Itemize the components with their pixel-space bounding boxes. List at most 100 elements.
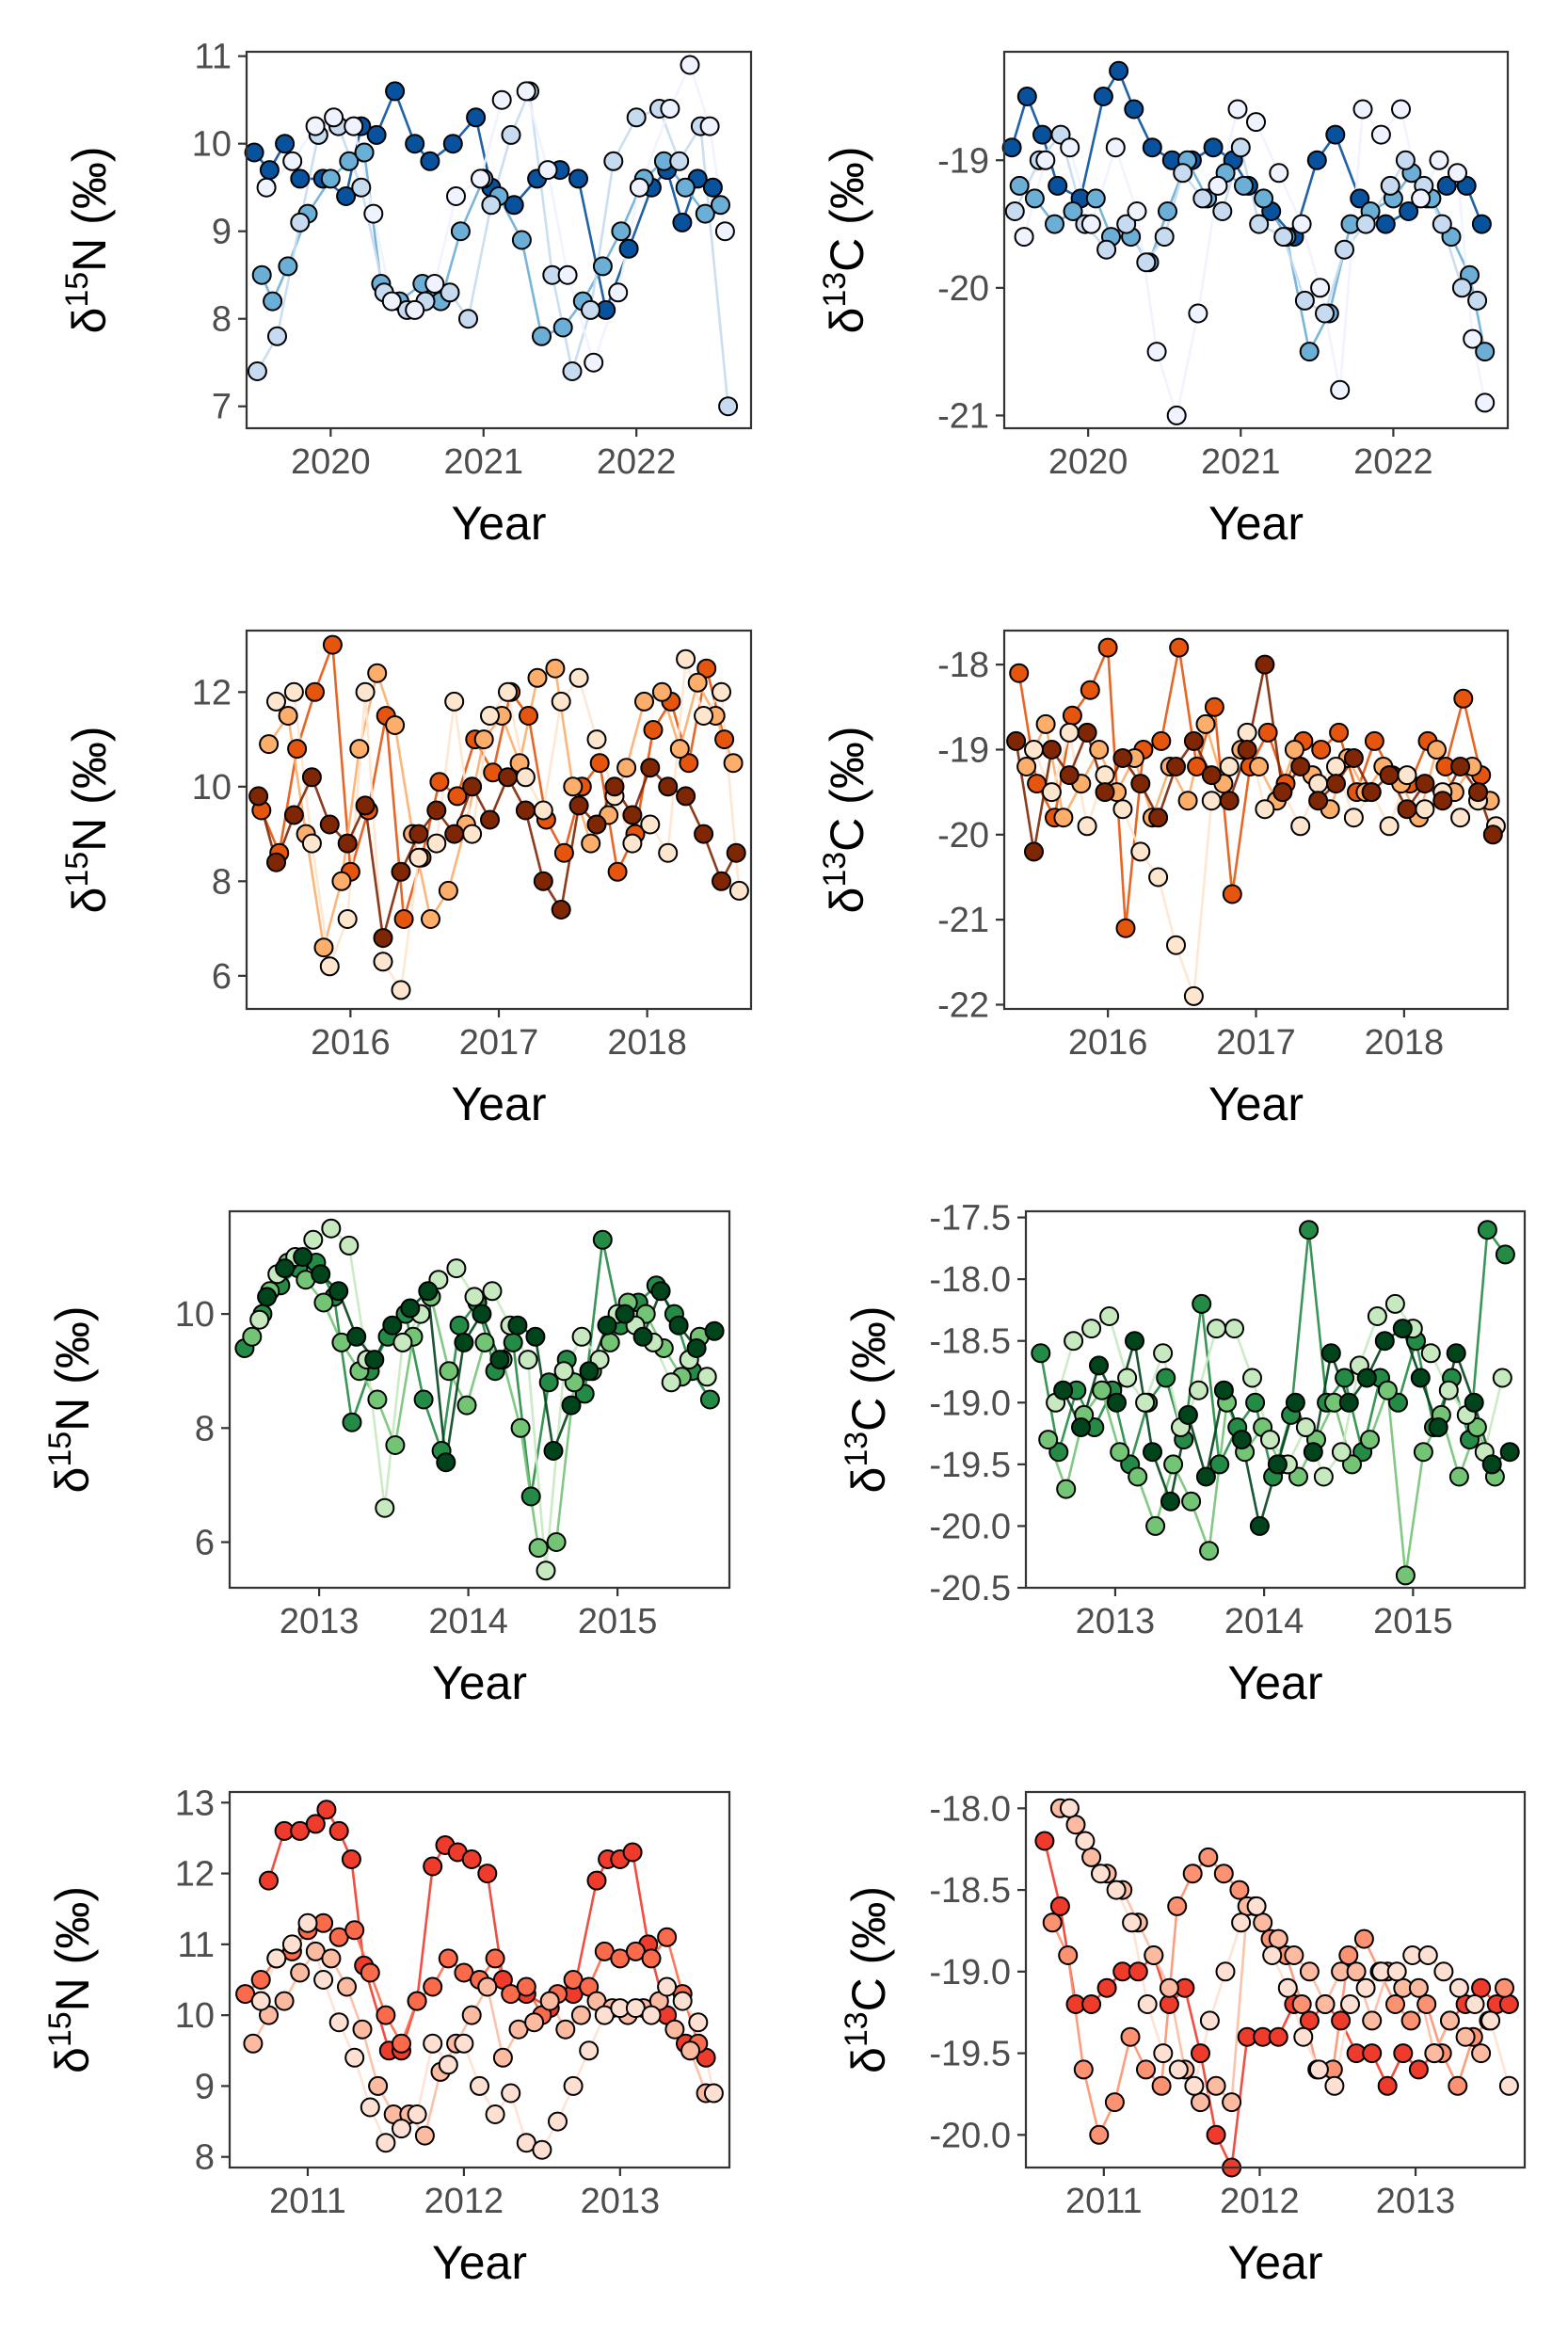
data-point — [316, 1800, 337, 1820]
data-point — [1420, 1343, 1441, 1364]
data-point — [368, 2075, 389, 2096]
y-tick-label: 8 — [212, 862, 232, 902]
data-point — [1125, 1331, 1144, 1352]
data-point — [632, 1326, 653, 1347]
data-point — [570, 2005, 591, 2025]
data-point — [586, 1870, 607, 1891]
data-point — [248, 786, 269, 807]
data-point — [1146, 342, 1167, 362]
data-point — [1498, 2075, 1519, 2096]
panel-frame — [1024, 1209, 1527, 1590]
data-point — [640, 758, 661, 778]
data-point — [1080, 680, 1100, 700]
data-point — [1063, 201, 1083, 221]
data-point — [1062, 705, 1082, 726]
data-point — [423, 1856, 443, 1877]
y-axis-title: δ13C (‰) — [817, 147, 873, 334]
data-point — [1112, 799, 1133, 820]
data-point — [1110, 1442, 1130, 1463]
data-point — [1071, 1417, 1091, 1437]
data-point — [592, 256, 613, 277]
data-point — [552, 317, 573, 338]
data-point — [1153, 2043, 1174, 2064]
data-point — [1353, 1928, 1374, 1949]
data-point — [1213, 1380, 1234, 1400]
data-point — [331, 871, 352, 891]
data-point — [1085, 188, 1106, 209]
data-point — [525, 1326, 546, 1347]
data-point — [1035, 713, 1056, 734]
data-point — [1195, 1466, 1216, 1487]
data-point — [1089, 740, 1110, 760]
data-point — [408, 824, 429, 844]
data-point — [474, 1332, 495, 1352]
data-point — [1148, 808, 1169, 828]
data-point — [1355, 1977, 1376, 1998]
data-point — [360, 1962, 380, 1983]
data-point — [1397, 765, 1417, 786]
data-point — [1272, 782, 1293, 803]
data-point — [1107, 1392, 1127, 1413]
data-point — [385, 715, 406, 735]
data-point — [1192, 1293, 1212, 1314]
data-point — [1234, 175, 1254, 196]
data-point — [1183, 985, 1204, 1006]
data-point — [1080, 214, 1101, 234]
data-point — [1499, 1442, 1520, 1463]
data-point — [301, 833, 322, 854]
data-point — [336, 186, 357, 206]
data-point — [421, 909, 440, 929]
data-point — [1308, 2059, 1329, 2080]
data-point — [480, 706, 500, 726]
data-point — [1450, 757, 1471, 776]
data-point — [1370, 124, 1391, 145]
x-axis-title: Year — [1227, 2236, 1322, 2289]
data-point — [1299, 1220, 1320, 1240]
data-point — [1166, 935, 1186, 955]
x-tick-label: 2011 — [269, 2182, 346, 2221]
data-point — [532, 2139, 552, 2160]
data-point — [1311, 740, 1332, 760]
x-axis-title: Year — [432, 2236, 527, 2289]
panel-frame — [245, 50, 753, 430]
data-point — [1415, 799, 1435, 820]
data-point — [1451, 278, 1472, 298]
data-point — [1089, 2124, 1110, 2145]
data-point — [355, 795, 376, 816]
data-point — [339, 1235, 360, 1256]
x-axis-title: Year — [1227, 1656, 1322, 1709]
panel-frame — [1002, 50, 1510, 430]
data-point — [1391, 99, 1411, 120]
data-point — [1335, 239, 1354, 260]
data-point — [1081, 1847, 1102, 1867]
data-point — [341, 1849, 361, 1869]
data-point — [1320, 1343, 1341, 1364]
data-point — [1360, 1430, 1380, 1450]
y-tick-label: -18 — [937, 646, 989, 685]
y-tick-label: -19.5 — [929, 1446, 1011, 1485]
data-point — [553, 1361, 574, 1382]
data-point — [461, 2005, 482, 2025]
data-point — [1448, 1466, 1469, 1487]
data-point — [608, 282, 629, 303]
data-point — [266, 691, 286, 712]
data-point — [1367, 1306, 1387, 1326]
data-point — [444, 691, 465, 712]
data-point — [510, 1417, 531, 1438]
x-tick-label: 2013 — [581, 2182, 661, 2221]
data-point — [1024, 188, 1045, 209]
data-point — [1249, 1515, 1270, 1536]
data-point — [1042, 1912, 1063, 1933]
data-point — [1209, 1454, 1230, 1475]
data-point — [1468, 782, 1488, 803]
data-point — [1299, 342, 1320, 362]
data-point — [1148, 867, 1169, 888]
data-point — [1284, 740, 1304, 760]
data-point — [658, 776, 679, 797]
data-point — [615, 1304, 635, 1324]
data-point — [1356, 1368, 1377, 1388]
data-point — [1438, 1380, 1459, 1400]
data-point — [1386, 1961, 1407, 1982]
y-axis-title: δ15N (‰) — [59, 727, 116, 914]
y-tick-label: 8 — [195, 2138, 215, 2178]
